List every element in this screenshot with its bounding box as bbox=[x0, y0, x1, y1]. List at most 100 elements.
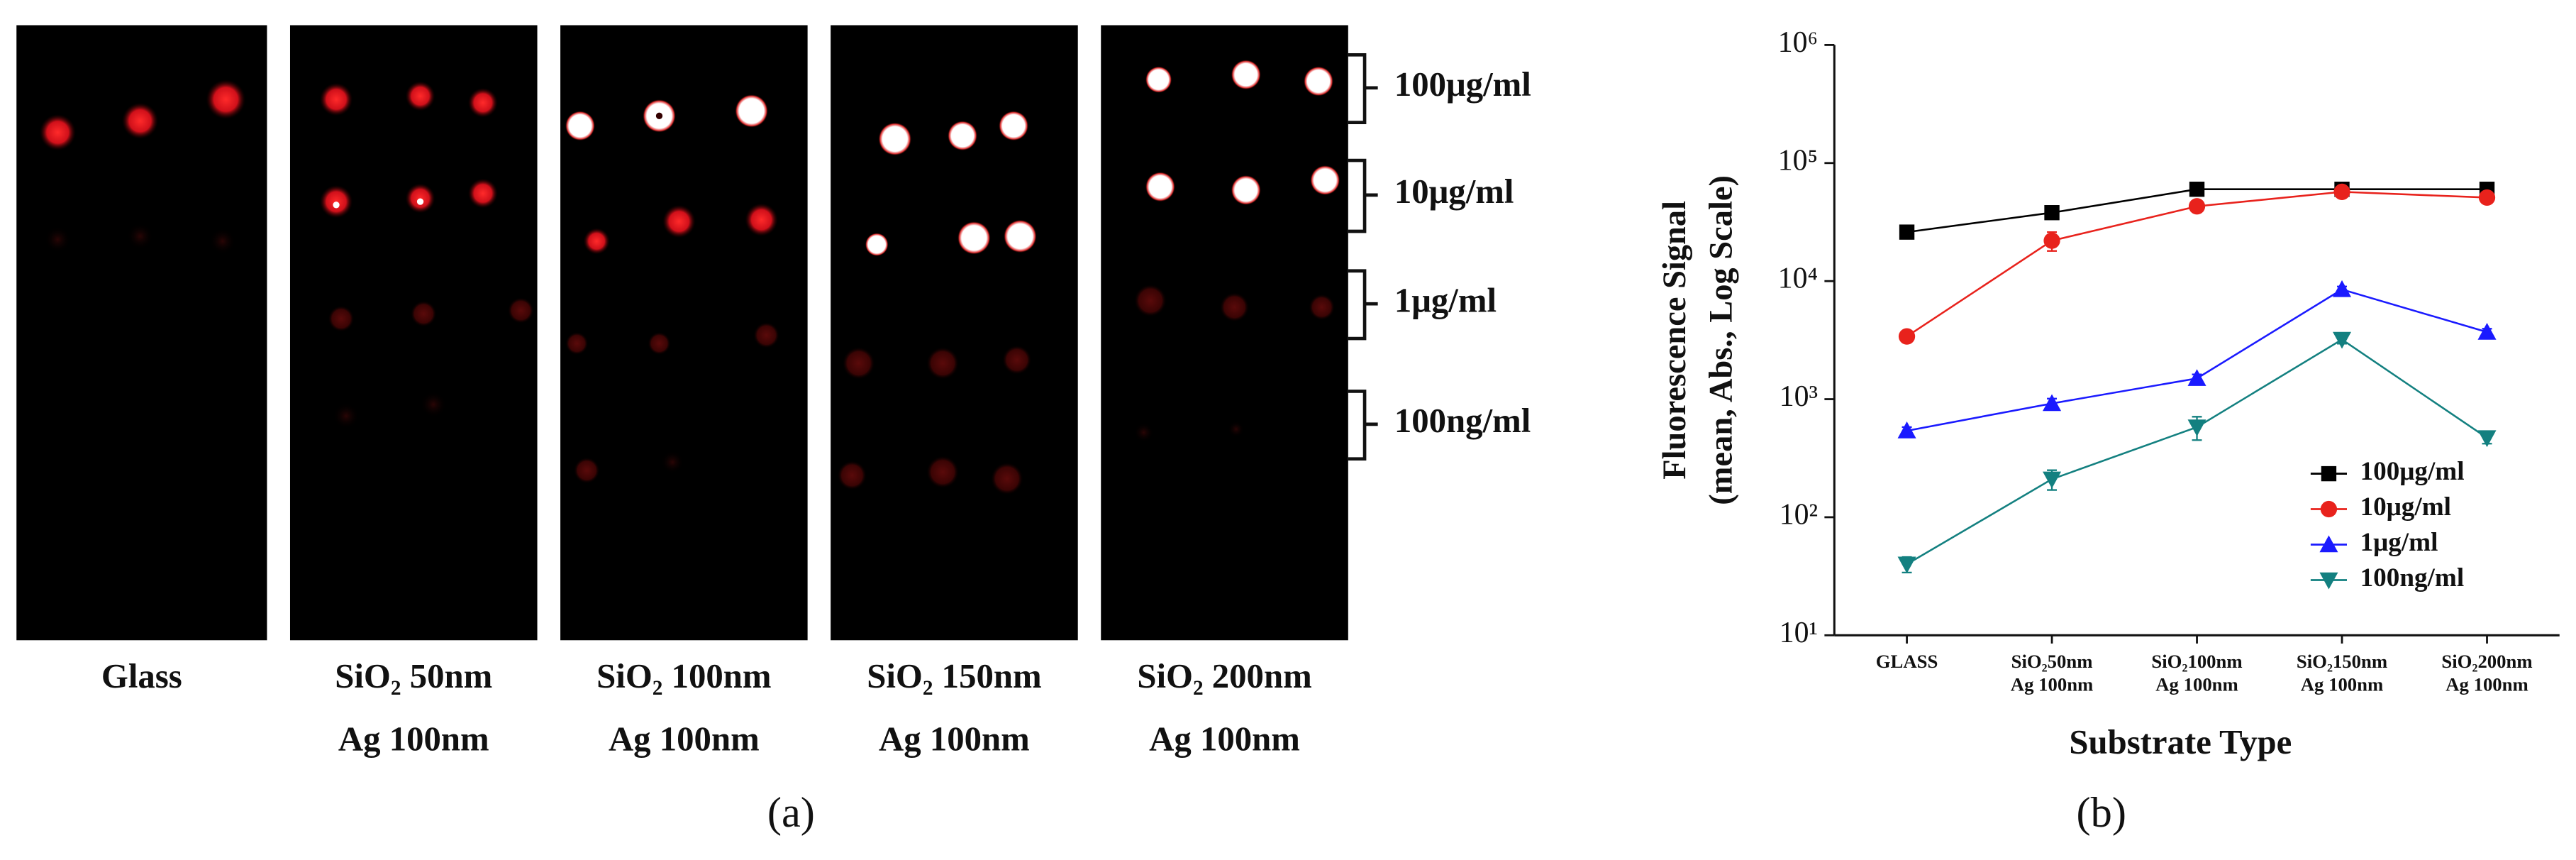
x-tick-label: Ag 100nm bbox=[2155, 673, 2238, 695]
x-tick-label: Ag 100nm bbox=[2011, 673, 2094, 695]
spot bbox=[1231, 60, 1261, 90]
marker bbox=[1899, 224, 1915, 240]
x-tick-label: GLASS bbox=[1876, 651, 1938, 672]
bracket bbox=[1348, 158, 1378, 233]
concentration-label: 100ng/ml bbox=[1394, 402, 1531, 440]
x-tick-label: SiO₂100nm bbox=[2151, 651, 2242, 672]
spot bbox=[44, 226, 71, 253]
y-tick-label: 10¹ bbox=[1780, 617, 1818, 649]
substrate-label: SiO₂ 50nm bbox=[335, 657, 492, 695]
spot bbox=[926, 456, 960, 489]
spot bbox=[420, 391, 447, 418]
spot bbox=[1004, 219, 1037, 253]
substrate-label: Ag 100nm bbox=[1149, 720, 1300, 759]
y-tick-label: 10² bbox=[1780, 499, 1818, 531]
y-tick-label: 10⁴ bbox=[1778, 263, 1818, 295]
marker bbox=[2333, 331, 2352, 349]
spot bbox=[319, 82, 353, 116]
bracket bbox=[1348, 53, 1378, 124]
spot bbox=[1231, 175, 1261, 205]
marker bbox=[2477, 430, 2497, 448]
marker bbox=[2189, 182, 2205, 197]
legend-label: 100ng/ml bbox=[2360, 563, 2465, 592]
spot bbox=[1309, 294, 1336, 321]
legend-marker bbox=[2321, 465, 2337, 482]
substrate-label: Ag 100nm bbox=[338, 720, 489, 759]
marker bbox=[2477, 322, 2497, 340]
x-tick-label: SiO₂50nm bbox=[2011, 651, 2093, 672]
spot bbox=[926, 346, 960, 380]
concentration-label: 10μg/ml bbox=[1394, 172, 1514, 211]
substrate-label: Ag 100nm bbox=[879, 720, 1030, 759]
marker bbox=[2043, 471, 2062, 489]
y-tick-label: 10⁶ bbox=[1778, 26, 1818, 59]
spot bbox=[39, 114, 76, 151]
spot bbox=[206, 79, 246, 119]
spot bbox=[753, 321, 780, 348]
spot bbox=[1228, 421, 1245, 438]
substrate-label: SiO₂ 200nm bbox=[1137, 657, 1311, 695]
spot bbox=[333, 402, 360, 429]
marker bbox=[1897, 556, 1916, 574]
spot bbox=[1145, 172, 1175, 202]
y-axis-title: (mean, Abs., Log Scale) bbox=[1703, 175, 1739, 505]
y-tick-label: 10⁵ bbox=[1778, 144, 1818, 177]
marker bbox=[2187, 369, 2206, 386]
spot bbox=[467, 87, 498, 118]
x-tick-label: Ag 100nm bbox=[2445, 673, 2528, 695]
spot bbox=[878, 122, 912, 156]
legend-label: 1μg/ml bbox=[2360, 528, 2438, 557]
y-axis-title: Fluorescence Signal bbox=[1657, 201, 1693, 480]
spot bbox=[999, 111, 1029, 141]
spot bbox=[990, 462, 1024, 495]
marker bbox=[2333, 280, 2352, 297]
spot-core bbox=[655, 112, 663, 119]
marker bbox=[2043, 232, 2060, 249]
spot bbox=[565, 331, 589, 355]
spot bbox=[410, 300, 437, 327]
x-tick-label: SiO₂200nm bbox=[2441, 651, 2532, 672]
marker bbox=[1898, 328, 1916, 345]
bracket bbox=[1348, 390, 1378, 461]
y-tick-label: 10³ bbox=[1780, 380, 1818, 413]
marker bbox=[2044, 205, 2060, 221]
panel-a: (a) Glass SiO₂ 50nm Ag 100nm SiO₂ 100nm Ag 1… bbox=[16, 25, 1531, 837]
spot bbox=[507, 297, 534, 324]
panel-b: Substrate Type Fluorescence Signal (mean… bbox=[1657, 26, 2560, 837]
marker bbox=[1897, 421, 1916, 439]
spot bbox=[745, 203, 778, 236]
spot bbox=[660, 451, 684, 474]
substrate-label: SiO₂ 100nm bbox=[596, 657, 771, 695]
x-axis-title: Substrate Type bbox=[2069, 723, 2292, 761]
marker bbox=[2043, 394, 2062, 412]
concentration-label: 100μg/ml bbox=[1394, 65, 1531, 104]
spot bbox=[842, 346, 875, 380]
marker bbox=[2478, 189, 2496, 206]
spot bbox=[565, 111, 595, 141]
legend-label: 10μg/ml bbox=[2360, 492, 2451, 522]
spot bbox=[583, 228, 610, 255]
image-panel bbox=[289, 25, 538, 641]
spot bbox=[405, 81, 435, 111]
substrate-label: Glass bbox=[101, 657, 182, 695]
panel-label: (b) bbox=[2077, 789, 2126, 837]
spot bbox=[467, 178, 498, 209]
spot bbox=[121, 102, 159, 139]
marker bbox=[2188, 198, 2206, 215]
spot bbox=[573, 457, 600, 484]
series-line bbox=[1906, 288, 2487, 432]
spot bbox=[865, 233, 889, 256]
spot bbox=[648, 331, 671, 355]
spot bbox=[1133, 422, 1154, 443]
image-panel bbox=[831, 25, 1078, 641]
spot bbox=[662, 204, 696, 238]
spot bbox=[948, 121, 977, 151]
legend-marker bbox=[2319, 572, 2338, 590]
panel-label: (a) bbox=[767, 789, 815, 837]
spot bbox=[126, 223, 154, 250]
legend-marker bbox=[2319, 535, 2338, 553]
brackets bbox=[1348, 53, 1378, 461]
spot bbox=[405, 183, 435, 214]
image-panel bbox=[1101, 25, 1348, 641]
spot bbox=[1001, 345, 1032, 375]
